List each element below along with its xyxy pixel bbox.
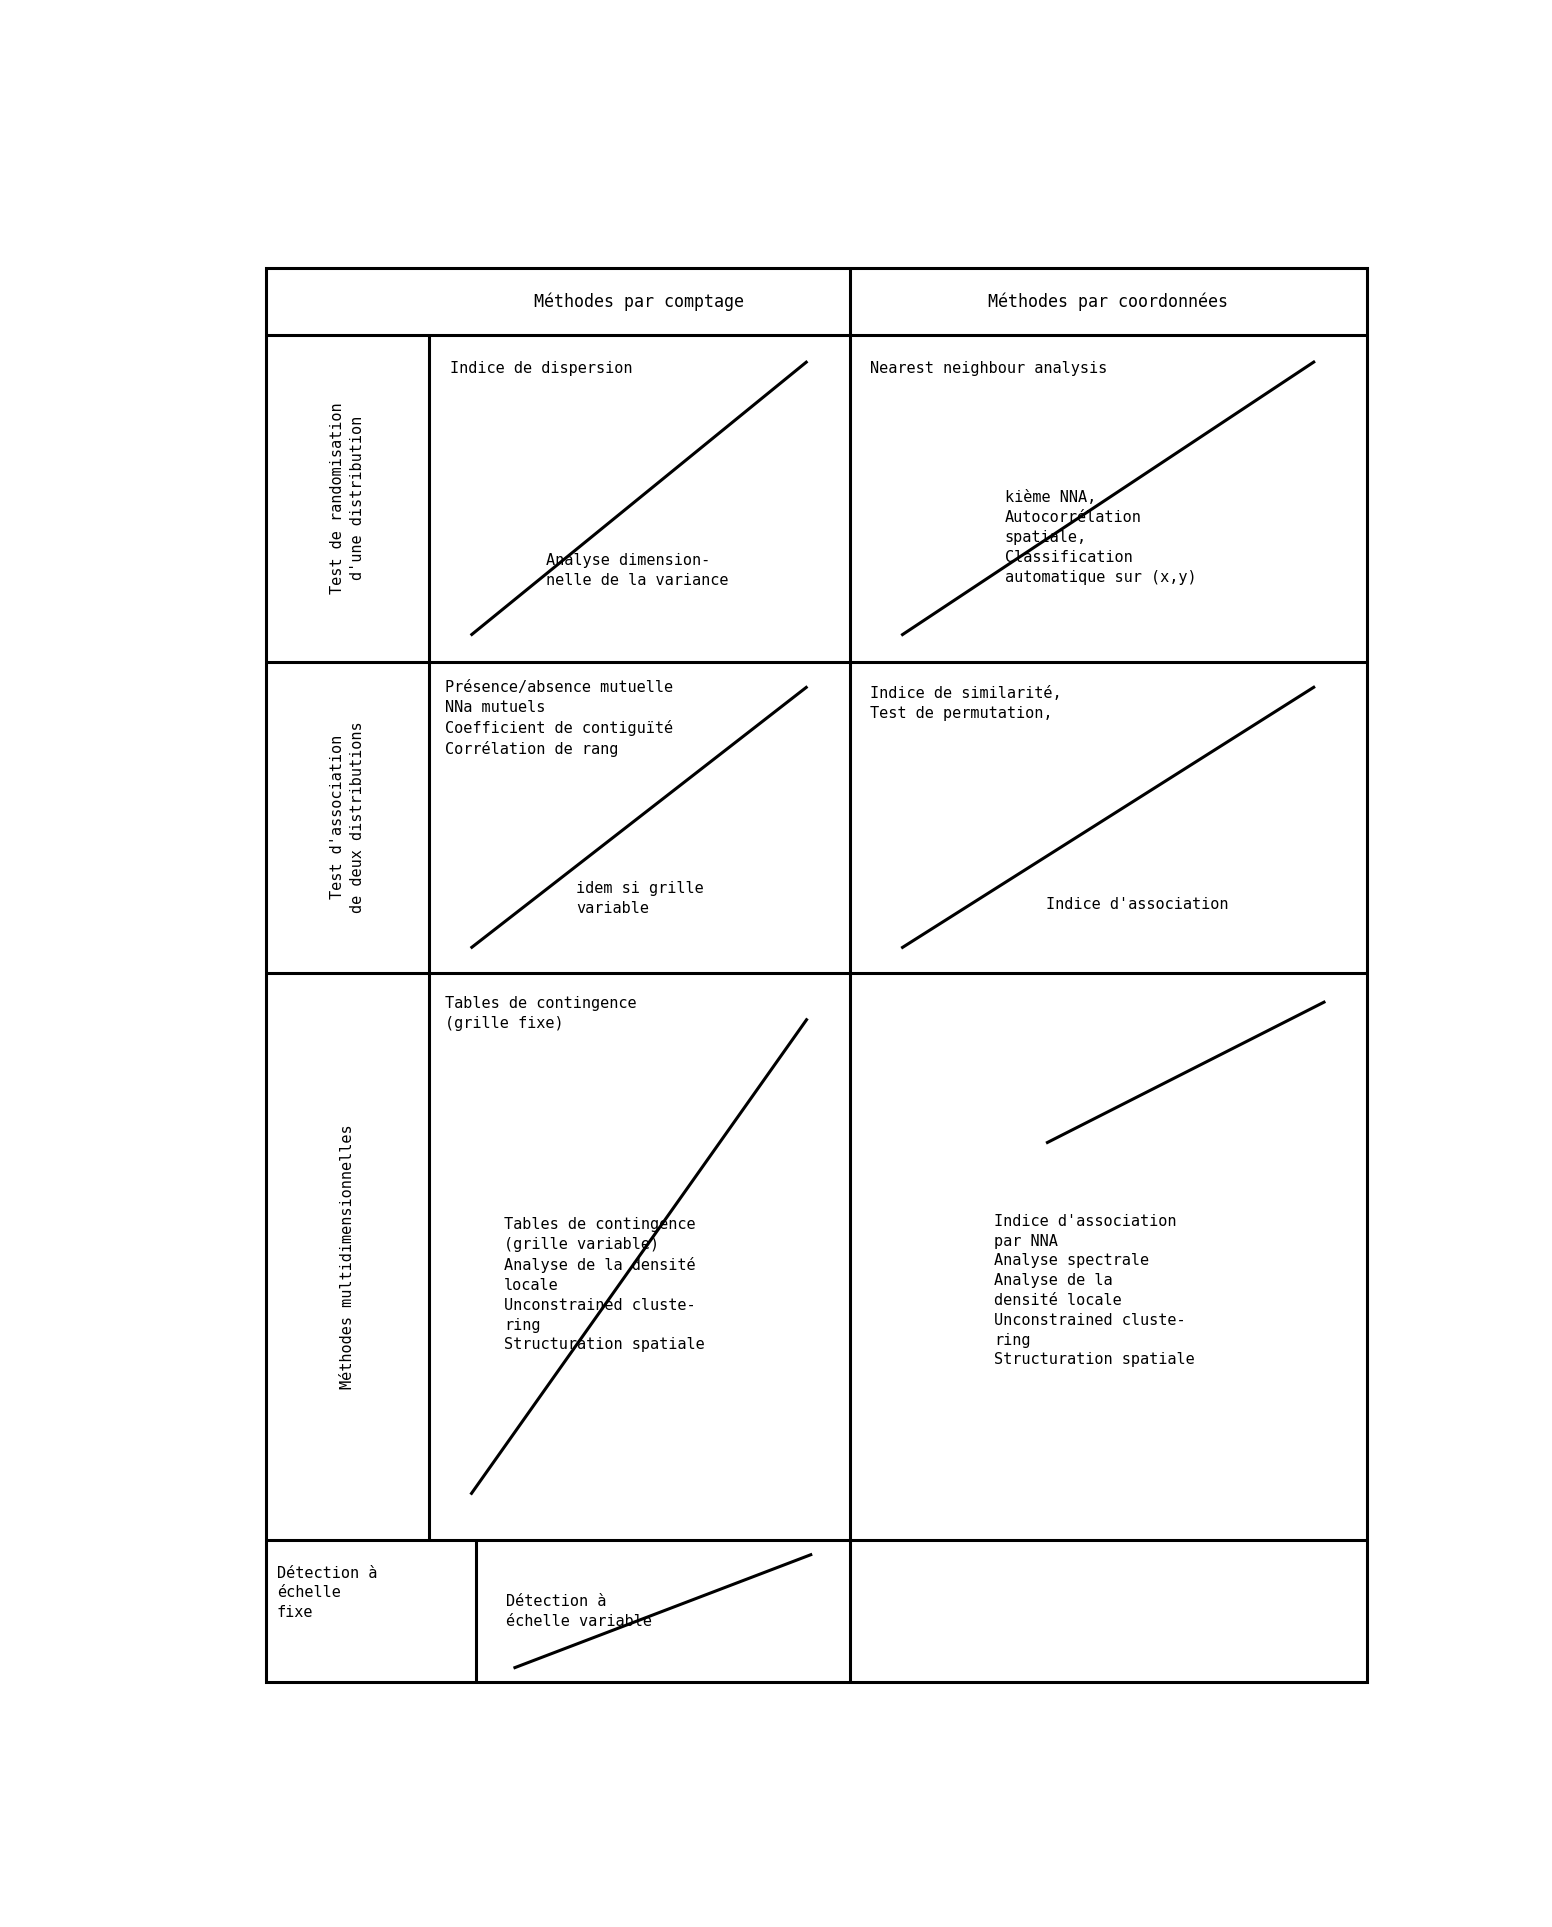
Text: Tables de contingence
(grille fixe): Tables de contingence (grille fixe) — [445, 996, 636, 1031]
Text: Test de randomisation
d'une distribution: Test de randomisation d'une distribution — [331, 403, 365, 594]
Text: Indice d'association: Indice d'association — [1046, 898, 1229, 911]
Text: Méthodes multidimensionnelles: Méthodes multidimensionnelles — [340, 1123, 355, 1389]
Text: Méthodes par comptage: Méthodes par comptage — [534, 293, 743, 310]
Text: Analyse dimension-
nelle de la variance: Analyse dimension- nelle de la variance — [546, 553, 729, 588]
Text: Détection à
échelle
fixe: Détection à échelle fixe — [276, 1565, 377, 1621]
Text: Indice d'association
par NNA
Analyse spectrale
Analyse de la
densité locale
Unco: Indice d'association par NNA Analyse spe… — [995, 1214, 1195, 1368]
Text: Test d'association
de deux distributions: Test d'association de deux distributions — [331, 721, 365, 913]
Text: Indice de similarité,
Test de permutation,: Indice de similarité, Test de permutatio… — [871, 686, 1062, 721]
Text: Nearest neighbour analysis: Nearest neighbour analysis — [871, 360, 1108, 376]
Text: Méthodes par coordonnées: Méthodes par coordonnées — [989, 293, 1228, 310]
Text: Indice de dispersion: Indice de dispersion — [450, 360, 632, 376]
Text: idem si grille
variable: idem si grille variable — [576, 881, 703, 915]
Text: Tables de contingence
(grille variable)
Analyse de la densité
locale
Unconstrain: Tables de contingence (grille variable) … — [504, 1218, 705, 1353]
Text: Présence/absence mutuelle
NNa mutuels
Coefficient de contiguïté
Corrélation de r: Présence/absence mutuelle NNa mutuels Co… — [445, 680, 674, 757]
Text: kième NNA,
Autocorrélation
spatiale,
Classification
automatique sur (x,y): kième NNA, Autocorrélation spatiale, Cla… — [1004, 489, 1197, 584]
Text: Détection à
échelle variable: Détection à échelle variable — [506, 1594, 652, 1628]
